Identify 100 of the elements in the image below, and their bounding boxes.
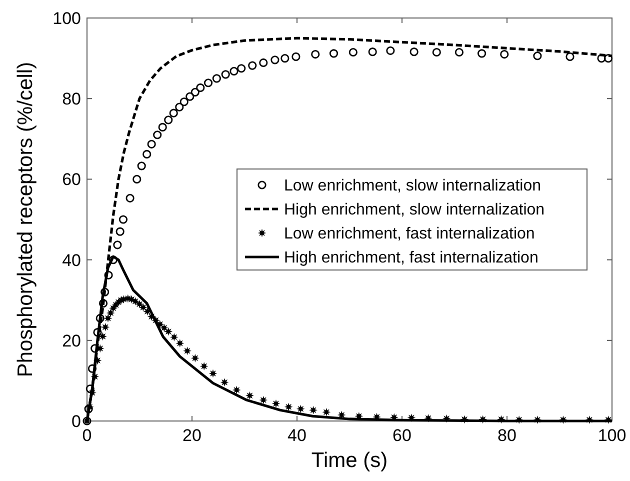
point [424,414,432,422]
point [246,391,254,400]
legend-label: High enrichment, fast internalization [284,250,538,267]
x-tick-label: 40 [288,426,306,445]
point [372,412,381,422]
point [126,194,134,202]
point [460,415,469,424]
point [196,83,205,92]
point [497,415,506,424]
point [160,324,168,332]
point [137,162,146,170]
point [292,52,300,61]
point [132,174,142,184]
point [164,327,173,336]
point [190,354,200,362]
point [237,64,246,73]
point [158,122,167,132]
point [390,413,398,422]
point [230,66,238,76]
point [604,416,613,424]
point [100,288,110,296]
legend-label: Low enrichment, fast internalization [284,226,535,243]
point [118,215,128,224]
point [98,299,108,308]
point [284,402,293,412]
y-tick-label: 100 [52,8,81,28]
point [533,416,542,424]
point [200,362,208,370]
point [585,416,594,424]
point [566,52,574,61]
point [221,70,230,79]
point [309,406,318,414]
point [152,316,160,324]
point [232,386,241,394]
point [348,48,358,57]
point [147,140,156,148]
point [113,240,122,250]
point [454,48,464,57]
point [329,49,338,58]
point [259,58,268,68]
y-tick-label: 60 [62,170,81,190]
point [500,50,509,59]
point [478,49,486,58]
y-axis-title: Phosphorylated receptors (%/cell) [14,62,37,378]
point [175,102,184,112]
point [442,414,451,423]
y-tick-label: 40 [62,250,81,270]
point [93,328,102,337]
point [514,416,524,424]
point [604,54,613,63]
point [138,303,148,312]
legend-label: Low enrichment, slow internalization [284,178,542,195]
point [116,227,124,236]
point [270,56,280,64]
x-tick-label: 100 [598,426,626,445]
point [432,48,441,57]
point [322,408,331,416]
point [142,150,152,159]
point [176,339,184,348]
point [478,415,488,424]
point [248,61,257,70]
point [558,416,568,424]
point [183,346,192,356]
point [169,108,178,118]
y-tick-label: 80 [62,90,81,109]
x-tick-label: 20 [182,426,202,445]
point [106,308,115,318]
point [93,356,102,365]
point [272,399,280,408]
x-tick-label: 60 [392,426,412,445]
point [88,388,96,397]
point [104,270,113,280]
point [368,48,377,56]
point [170,332,178,342]
point [180,98,188,106]
point [296,404,305,414]
point [597,54,606,63]
legend-label: High enrichment, slow internalization [284,202,545,219]
point [90,372,100,381]
point [259,396,268,404]
x-axis-title: Time (s) [311,449,388,472]
point [386,46,395,55]
point [131,297,140,306]
y-tick-label: 20 [62,331,81,350]
point [86,384,94,394]
point [186,92,194,101]
x-tick-label: 80 [498,426,516,445]
point [212,74,221,83]
point [208,369,218,378]
point [98,332,107,341]
point [311,50,320,59]
point [280,54,290,63]
point [96,314,104,323]
point [104,314,112,322]
y-tick-label: 0 [72,412,81,431]
point [190,88,200,96]
point [220,378,229,387]
point [407,414,416,422]
point [88,364,97,373]
point [204,78,213,88]
